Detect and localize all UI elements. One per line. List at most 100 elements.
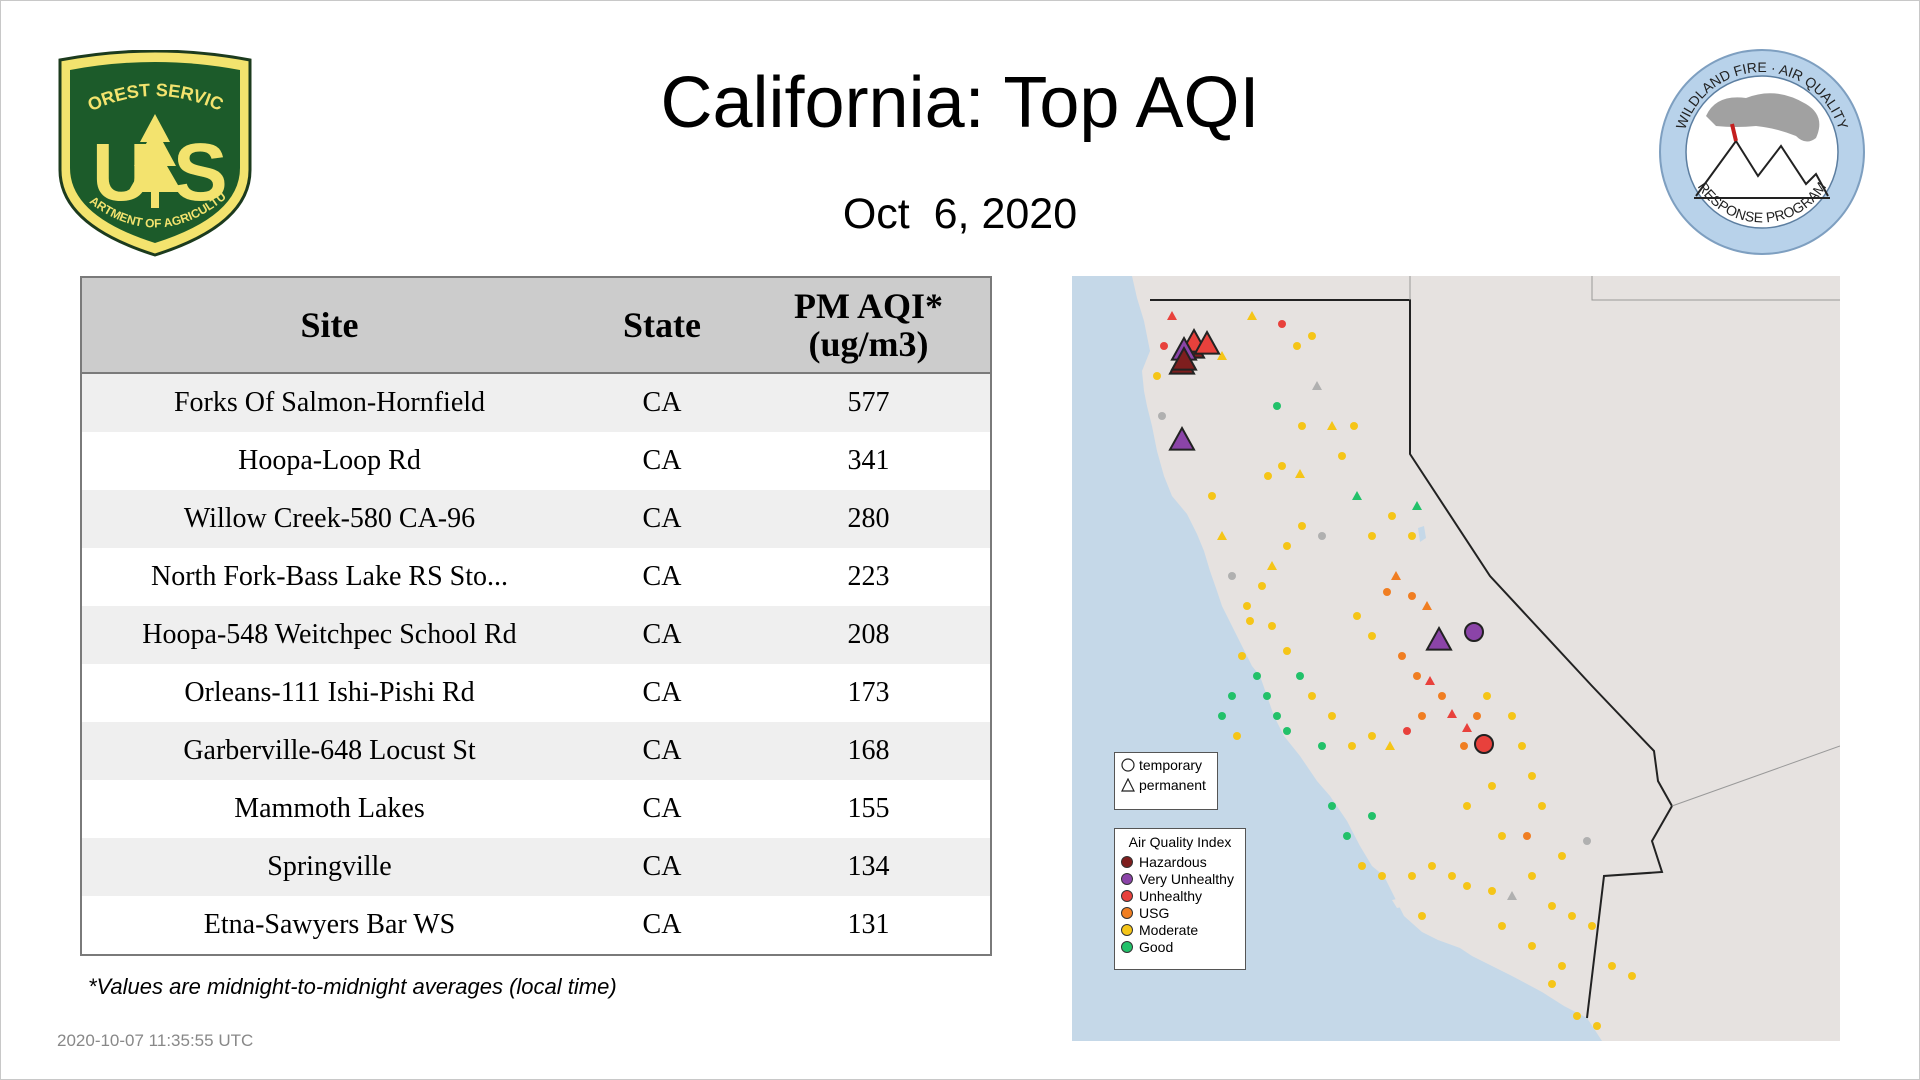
sensor-permanent-marker — [1507, 891, 1517, 900]
sensor-temporary-marker — [1573, 1012, 1581, 1020]
channel-island-1 — [1392, 896, 1417, 908]
sensor-temporary-marker — [1318, 532, 1326, 540]
cell-state: CA — [577, 548, 747, 606]
cell-state: CA — [577, 432, 747, 490]
legend-temporary-label: temporary — [1139, 756, 1203, 773]
channel-island-3 — [1496, 946, 1506, 955]
cell-site: Garberville-648 Locust St — [81, 722, 577, 780]
legend-label: USG — [1139, 904, 1170, 921]
sensor-temporary-marker — [1628, 972, 1636, 980]
sensor-temporary-marker — [1308, 692, 1316, 700]
sensor-permanent-marker-large — [1168, 425, 1196, 451]
sensor-temporary-marker — [1583, 837, 1591, 845]
sensor-temporary-marker — [1558, 852, 1566, 860]
sensor-temporary-marker — [1350, 422, 1358, 430]
sensor-temporary-marker — [1538, 802, 1546, 810]
cell-state: CA — [577, 373, 747, 432]
table-row: Hoopa-Loop Rd CA 341 — [81, 432, 991, 490]
sensor-temporary-marker — [1498, 922, 1506, 930]
sensor-temporary-marker — [1208, 492, 1216, 500]
legend-item-unhealthy: Unhealthy — [1115, 887, 1245, 904]
hazardous-dot-icon — [1121, 855, 1133, 868]
cell-aqi: 577 — [747, 373, 991, 432]
top-aqi-table: Site State PM AQI* (ug/m3) Forks Of Salm… — [80, 276, 992, 956]
sensor-temporary-marker — [1548, 902, 1556, 910]
sensor-permanent-marker — [1462, 723, 1472, 732]
wildland-fire-air-quality-logo: WILDLAND FIRE · AIR QUALITY RESPONSE PRO… — [1659, 49, 1865, 255]
sensor-temporary-marker — [1328, 802, 1336, 810]
sensor-temporary-marker — [1498, 832, 1506, 840]
sensor-temporary-marker — [1428, 862, 1436, 870]
sensor-temporary-marker — [1403, 727, 1411, 735]
sensor-permanent-marker — [1412, 501, 1422, 510]
cell-site: Hoopa-Loop Rd — [81, 432, 577, 490]
sensor-temporary-marker — [1368, 532, 1376, 540]
sensor-permanent-marker — [1217, 351, 1227, 360]
legend-permanent-label: permanent — [1139, 776, 1206, 793]
pine-tree-icon — [128, 114, 182, 192]
sensor-permanent-marker — [1327, 421, 1337, 430]
sensor-temporary-marker — [1588, 922, 1596, 930]
page-title: California: Top AQI — [660, 63, 1260, 143]
sensor-temporary-marker — [1568, 912, 1576, 920]
sensor-temporary-marker — [1160, 342, 1168, 350]
cell-site: Etna-Sawyers Bar WS — [81, 896, 577, 955]
sensor-permanent-marker — [1352, 491, 1362, 500]
forest-service-shield-logo: FOREST SERVICE U S DEPARTMENT OF AGRICUL… — [50, 50, 252, 257]
legend-label: Good — [1139, 938, 1174, 955]
sensor-temporary-marker — [1246, 617, 1254, 625]
footnote: *Values are midnight-to-midnight average… — [88, 974, 617, 999]
cell-state: CA — [577, 780, 747, 838]
sensor-temporary-marker — [1523, 832, 1531, 840]
cell-aqi: 168 — [747, 722, 991, 780]
sensor-temporary-marker — [1298, 522, 1306, 530]
california-border — [1150, 299, 1674, 1019]
fs-logo-letter-s: S — [173, 127, 228, 218]
sensor-temporary-marker — [1158, 412, 1166, 420]
sensor-temporary-marker — [1228, 572, 1236, 580]
sensor-temporary-marker — [1273, 402, 1281, 410]
legend-item-good: Good — [1115, 938, 1245, 955]
cell-state: CA — [577, 838, 747, 896]
california-aqi-map[interactable] — [1072, 276, 1840, 1041]
sensor-temporary-marker — [1273, 712, 1281, 720]
sensor-temporary-marker — [1238, 652, 1246, 660]
sensor-temporary-marker — [1418, 912, 1426, 920]
sensor-temporary-marker — [1263, 692, 1271, 700]
table-row: Etna-Sawyers Bar WS CA 131 — [81, 896, 991, 955]
sensor-temporary-marker — [1528, 942, 1536, 950]
header-aqi-line1: PM AQI* — [794, 286, 943, 326]
sensor-temporary-marker — [1383, 588, 1391, 596]
sensor-permanent-marker — [1422, 601, 1432, 610]
sensor-temporary-marker — [1228, 692, 1236, 700]
sensor-temporary-marker — [1278, 462, 1286, 470]
legend-item-hazardous: Hazardous — [1115, 853, 1245, 870]
sensor-temporary-marker-large — [1464, 622, 1484, 642]
cell-state: CA — [577, 722, 747, 780]
table-row: Mammoth Lakes CA 155 — [81, 780, 991, 838]
cell-site: Mammoth Lakes — [81, 780, 577, 838]
sensor-temporary-marker — [1460, 742, 1468, 750]
sensor-temporary-marker — [1408, 872, 1416, 880]
aqi-legend-title: Air Quality Index — [1128, 834, 1232, 850]
aqi-legend: Air Quality Index Hazardous Very Unhealt… — [1114, 828, 1246, 970]
sensor-permanent-marker-large — [1425, 625, 1453, 651]
very-unhealthy-dot-icon — [1121, 872, 1133, 885]
sensor-permanent-marker — [1312, 381, 1322, 390]
sensor-temporary-marker — [1528, 772, 1536, 780]
cell-aqi: 131 — [747, 896, 991, 955]
cell-aqi: 173 — [747, 664, 991, 722]
sensor-temporary-marker — [1283, 727, 1291, 735]
cell-site: Springville — [81, 838, 577, 896]
sensor-temporary-marker — [1338, 452, 1346, 460]
sensor-temporary-marker — [1368, 632, 1376, 640]
sensor-temporary-marker — [1283, 542, 1291, 550]
sensor-permanent-marker — [1391, 571, 1401, 580]
sensor-permanent-marker — [1447, 709, 1457, 718]
sensor-temporary-marker — [1368, 732, 1376, 740]
land-mass — [1132, 276, 1840, 1041]
state-border-nevada — [1409, 276, 1840, 807]
cell-site: North Fork-Bass Lake RS Sto... — [81, 548, 577, 606]
sensor-temporary-marker — [1548, 980, 1556, 988]
cell-aqi: 341 — [747, 432, 991, 490]
